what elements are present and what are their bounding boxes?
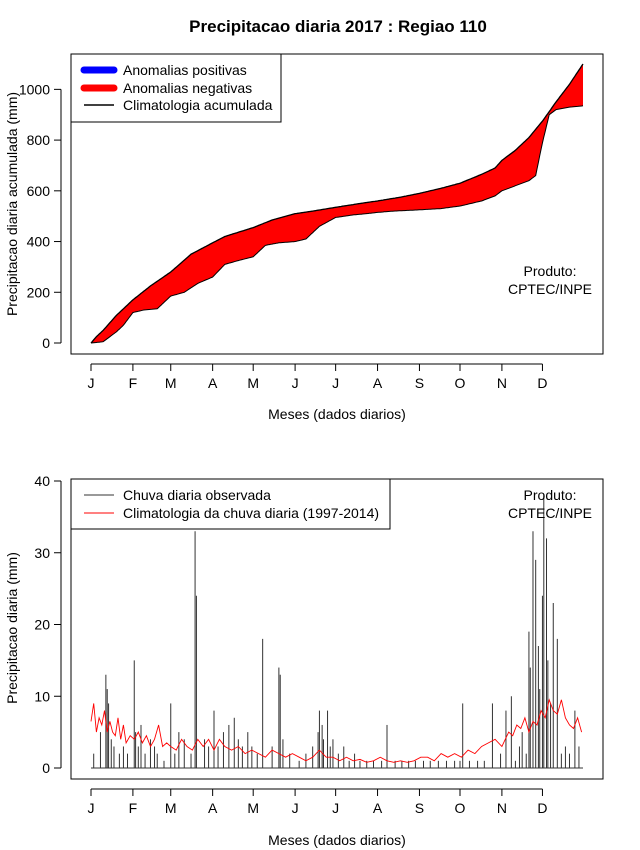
climatology-daily-line [90, 698, 583, 763]
x-tick-label: M [247, 375, 259, 391]
chart2-legend-box [70, 478, 391, 530]
chart1-annotation-line1: Produto: [524, 263, 577, 279]
chart2-legend: Chuva diaria observada Climatologia da c… [70, 478, 391, 530]
chart2-plot-area [90, 495, 583, 769]
chart1-legend: Anomalias positivas Anomalias negativas … [70, 53, 282, 123]
y-tick-label: 800 [27, 132, 51, 148]
chart1-legend-label-clim: Climatologia acumulada [123, 97, 273, 113]
chart1-frame [70, 53, 604, 355]
chart2-annotation-line1: Produto: [524, 487, 577, 503]
x-tick-label: F [129, 800, 138, 816]
x-tick-label: M [247, 800, 259, 816]
chart2-annotation-line2: CPTEC/INPE [508, 505, 592, 521]
x-tick-label: O [455, 800, 466, 816]
x-tick-label: A [373, 375, 383, 391]
chart1-y-axis: 0 200 400 600 800 1000 [19, 81, 62, 351]
x-tick-label: F [129, 375, 138, 391]
chart1-legend-label-negative: Anomalias negativas [123, 80, 252, 96]
climatology-cumulative-line [90, 63, 584, 344]
y-tick-label: 30 [34, 545, 50, 561]
x-tick-label: J [88, 800, 95, 816]
x-tick-label: J [332, 375, 339, 391]
x-tick-label: A [208, 800, 218, 816]
y-tick-label: 1000 [19, 81, 50, 97]
y-tick-label: 10 [34, 688, 50, 704]
chart1-x-axis-label: Meses (dados diarios) [268, 406, 406, 422]
chart2-legend-label-observed: Chuva diaria observada [123, 487, 271, 503]
y-tick-label: 0 [42, 335, 50, 351]
x-tick-label: M [165, 800, 177, 816]
x-tick-label: O [455, 375, 466, 391]
y-tick-label: 0 [42, 760, 50, 776]
observed-cumulative-line [90, 105, 584, 344]
x-tick-label: S [415, 375, 424, 391]
x-tick-label: J [292, 375, 299, 391]
y-tick-label: 200 [27, 284, 51, 300]
x-tick-label: S [415, 800, 424, 816]
y-tick-label: 400 [27, 234, 51, 250]
chart2-y-axis: 0 10 20 30 40 [34, 473, 62, 776]
chart1-y-axis-label: Precipitacao diaria acumulada (mm) [4, 92, 20, 316]
y-tick-label: 40 [34, 473, 50, 489]
y-tick-label: 20 [34, 617, 50, 633]
x-tick-label: D [537, 800, 547, 816]
chart1-legend-label-positive: Anomalias positivas [123, 62, 247, 78]
x-tick-label: N [497, 375, 507, 391]
x-tick-label: A [373, 800, 383, 816]
x-tick-label: D [537, 375, 547, 391]
x-tick-label: M [165, 375, 177, 391]
x-tick-label: A [208, 375, 218, 391]
chart1-annotation-line2: CPTEC/INPE [508, 281, 592, 297]
chart2-y-axis-label: Precipitacao diaria (mm) [4, 552, 20, 704]
chart2-legend-label-clim: Climatologia da chuva diaria (1997-2014) [123, 505, 379, 521]
chart1-plot-area [90, 63, 584, 344]
x-tick-label: J [292, 800, 299, 816]
negative-anomaly-area [91, 64, 583, 343]
y-tick-label: 600 [27, 183, 51, 199]
x-tick-label: N [497, 800, 507, 816]
x-tick-label: J [332, 800, 339, 816]
chart2-x-axis-label: Meses (dados diarios) [268, 832, 406, 848]
x-tick-label: J [88, 375, 95, 391]
chart1-title: Precipitacao diaria 2017 : Regiao 110 [189, 17, 487, 36]
